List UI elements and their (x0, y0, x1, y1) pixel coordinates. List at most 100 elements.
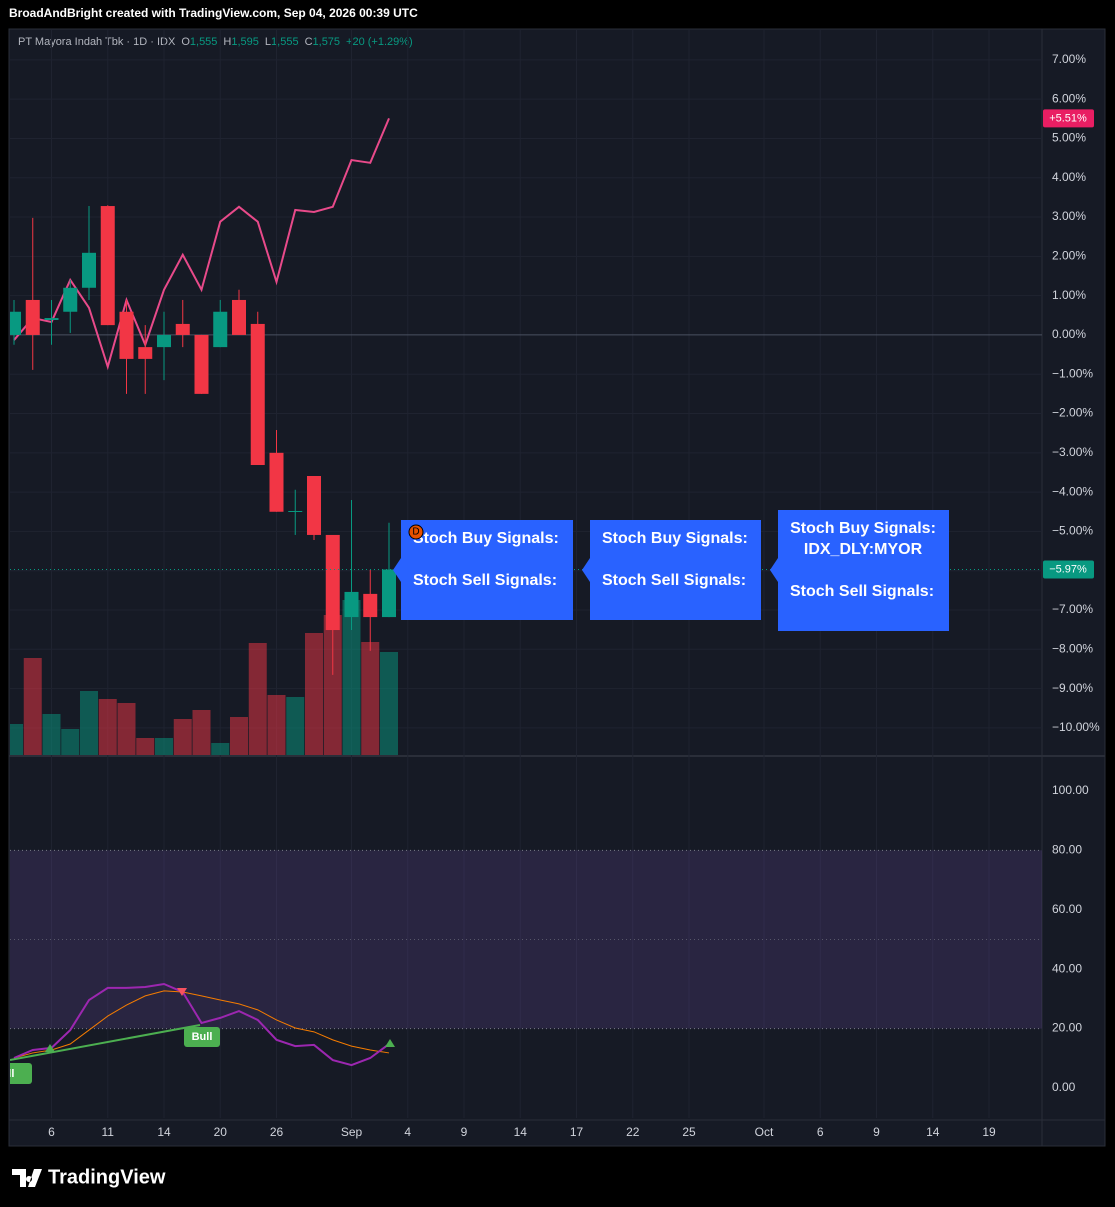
y-tick-label: −4.00% (1052, 484, 1093, 498)
volume-bar (61, 729, 80, 755)
ohlc-value: 1,575 (313, 36, 341, 48)
compare-label: +5.51% (1049, 112, 1087, 124)
y-tick-label: −3.00% (1052, 445, 1093, 459)
volume-bar (117, 703, 136, 755)
volume-bar (173, 719, 192, 755)
bull-label-bg (184, 1027, 220, 1047)
volume-bar (192, 710, 211, 755)
last-price-badge (1043, 560, 1094, 579)
candle-body (232, 299, 246, 335)
signal-box (582, 520, 761, 620)
footer: TradingView (12, 1166, 166, 1188)
signal-arrow (177, 988, 187, 996)
candle-body (63, 287, 78, 312)
x-tick-label: 14 (157, 1125, 171, 1139)
candle-body (157, 334, 171, 348)
y-tick-label: 40.00 (1052, 961, 1082, 975)
last-price-label: −5.97% (1049, 563, 1087, 575)
volume-bar (248, 643, 267, 755)
box-text: Stoch Sell Signals: (790, 583, 934, 600)
ohlc-value: 1,555 (271, 36, 299, 48)
x-tick-label: 22 (626, 1125, 640, 1139)
volume-bar (136, 738, 155, 755)
candle-body (288, 510, 303, 512)
signal-arrow (385, 1039, 395, 1047)
y-tick-label: 5.00% (1052, 131, 1086, 145)
x-tick-label: 14 (514, 1125, 528, 1139)
y-tick-label: −1.00% (1052, 366, 1093, 380)
signal-arrow (45, 1044, 55, 1052)
candle-body (82, 252, 96, 288)
ohlc-value: 1,595 (231, 36, 259, 48)
volume-bar (380, 652, 398, 755)
x-tick-label: 20 (214, 1125, 228, 1139)
x-tick-label: 25 (682, 1125, 696, 1139)
ohlc-key: H (223, 36, 231, 48)
candle-body (175, 323, 190, 335)
candle-body (250, 323, 265, 465)
stoch-k-line (13, 982, 390, 1067)
candle-body (269, 452, 284, 512)
volume-bar (98, 699, 117, 755)
ohlc-value: 1,555 (190, 36, 218, 48)
y-tick-label: 2.00% (1052, 249, 1086, 263)
candle-body (382, 569, 396, 618)
volume-bar (155, 738, 173, 755)
x-tick-label: 11 (102, 1125, 115, 1139)
y-tick-label: −2.00% (1052, 406, 1093, 420)
legend: PT Mayora Indah Tbk · 1D · IDX O1,555 H1,5… (18, 36, 413, 48)
logo (12, 1169, 42, 1187)
compare-badge (1043, 109, 1094, 128)
x-tick-label: 26 (270, 1125, 284, 1139)
grid (10, 30, 1042, 1118)
y-tick-label: −8.00% (1052, 641, 1093, 655)
change: +20 (+1.29%) (346, 36, 413, 48)
candle-body (119, 311, 134, 359)
box-text: IDX_DLY:MYOR (804, 541, 923, 558)
axes: 6 11 14 20 26 Sep 4 9 14 17 22 25 Oct 6 9 14 19 7.00% 6.00… (48, 52, 1100, 1139)
x-tick-label: 4 (404, 1125, 411, 1139)
candle-body (138, 347, 153, 359)
x-tick-label: 9 (873, 1125, 880, 1139)
y-tick-label: 7.00% (1052, 52, 1086, 66)
candle-body (100, 206, 115, 326)
candle-body (194, 334, 209, 394)
volume-bar (305, 633, 323, 755)
ohlc-key: L (265, 36, 271, 48)
symbol: PT Mayora Indah Tbk · 1D · IDX (18, 36, 176, 48)
y-tick-label: 100.00 (1052, 783, 1089, 797)
box-text: Stoch Buy Signals: (602, 530, 748, 547)
x-tick-label: 17 (570, 1125, 584, 1139)
signal-boxes: Stoch Buy Signals: Stoch Sell Signals: S… (393, 510, 949, 631)
volume-bar (10, 724, 23, 755)
y-tick-label: 0.00 (1052, 1080, 1076, 1094)
bull-label-bg (10, 1063, 32, 1084)
ohlc-key: O (181, 36, 190, 48)
volume-bar (267, 695, 286, 755)
y-tick-label: 20.00 (1052, 1021, 1082, 1035)
candle-body (325, 534, 340, 631)
y-tick-label: 60.00 (1052, 902, 1082, 916)
y-tick-label: 3.00% (1052, 209, 1086, 223)
volume-bar (323, 615, 342, 755)
box-text: Stoch Sell Signals: (602, 572, 746, 589)
y-tick-label: −7.00% (1052, 602, 1093, 616)
trend-line (10, 1024, 201, 1061)
candle-body (344, 591, 359, 618)
x-tick-label: 14 (926, 1125, 940, 1139)
candle-body (363, 593, 378, 618)
ohlc-key: C (305, 36, 313, 48)
volume-bar (80, 691, 98, 755)
volume-bar (286, 697, 305, 755)
box-text: Stoch Sell Signals: (413, 572, 557, 589)
caption: BroadAndBright created with TradingView.… (9, 6, 418, 20)
box-text: Stoch Buy Signals: (790, 520, 936, 537)
bull-label: Bull (192, 1031, 213, 1043)
candle-body (213, 311, 228, 348)
y-tick-label: 6.00% (1052, 91, 1086, 105)
y-tick-label: −5.00% (1052, 524, 1093, 538)
volume-bar (342, 600, 361, 755)
x-tick-label: 6 (817, 1125, 824, 1139)
